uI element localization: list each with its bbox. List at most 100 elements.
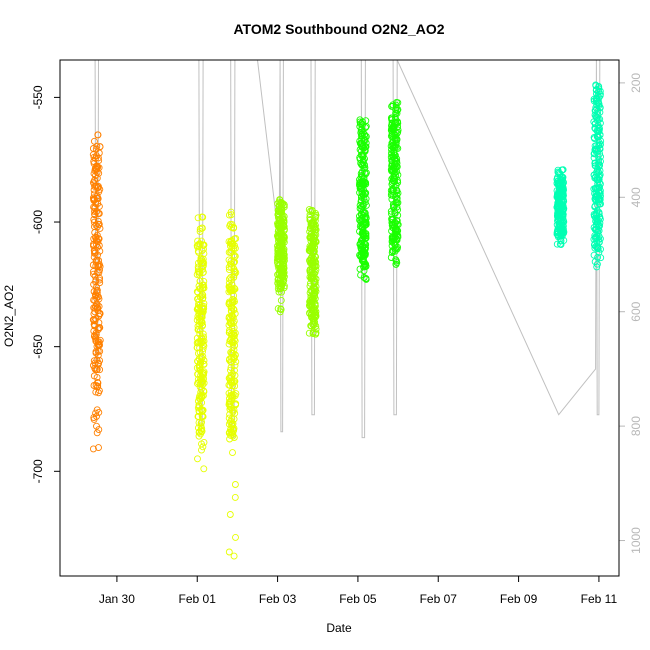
data-point (230, 235, 238, 243)
data-point (357, 243, 365, 251)
data-point (225, 548, 233, 556)
data-point (232, 400, 240, 408)
data-point (227, 257, 235, 265)
data-point (591, 195, 599, 203)
data-point (312, 322, 320, 330)
data-point (357, 271, 365, 279)
data-point (199, 213, 207, 221)
data-point (593, 145, 601, 153)
data-point (193, 364, 201, 372)
data-point (390, 142, 398, 150)
data-point (226, 511, 234, 518)
data-point (356, 201, 364, 209)
data-point (357, 193, 365, 201)
data-point (312, 310, 320, 318)
data-point (306, 257, 313, 264)
data-point (310, 249, 318, 257)
data-point (93, 422, 100, 430)
data-point (227, 260, 234, 268)
data-point (393, 186, 400, 194)
data-point (557, 214, 565, 222)
data-point (592, 210, 600, 218)
data-point (274, 245, 282, 253)
data-point (389, 247, 397, 255)
data-point (230, 434, 238, 441)
data-point (593, 165, 601, 173)
data-point (279, 279, 287, 287)
data-point (198, 224, 206, 232)
data-point (195, 419, 203, 427)
data-point (591, 159, 599, 167)
data-point (591, 240, 599, 248)
data-point (90, 288, 98, 295)
data-point (195, 304, 203, 312)
data-point (596, 119, 604, 127)
data-point (200, 342, 208, 350)
data-point (357, 173, 365, 181)
data-point (277, 296, 285, 304)
data-point (592, 95, 600, 103)
data-point (595, 124, 603, 132)
data-point (227, 238, 235, 246)
data-point (276, 285, 284, 293)
data-point (390, 125, 398, 133)
data-point (231, 244, 239, 252)
data-point (389, 101, 397, 109)
data-point (390, 224, 398, 232)
data-point (591, 124, 599, 132)
data-point (394, 199, 402, 207)
data-point (226, 220, 234, 228)
data-point (94, 184, 102, 191)
data-point (200, 284, 208, 292)
data-point (89, 151, 97, 159)
data-point (390, 151, 398, 159)
data-point (358, 205, 366, 213)
data-point (593, 207, 601, 214)
data-point (596, 219, 604, 227)
data-point (94, 351, 102, 359)
data-point (198, 258, 206, 266)
data-point (276, 265, 284, 272)
data-point (197, 385, 205, 393)
data-point (362, 232, 370, 240)
x-tick-label: Feb 11 (581, 592, 618, 606)
data-point (90, 296, 98, 304)
data-point (90, 186, 98, 194)
data-point (362, 262, 370, 270)
data-point (559, 183, 567, 191)
data-point (94, 304, 101, 311)
data-point (394, 106, 402, 114)
data-point (93, 300, 101, 308)
data-point (362, 275, 370, 283)
data-point (91, 207, 98, 215)
data-point (557, 181, 565, 188)
data-point (230, 273, 238, 281)
data-point (555, 179, 563, 186)
data-point (391, 234, 399, 242)
data-point (390, 177, 397, 185)
data-point (274, 247, 282, 255)
x-tick-label: Jan 30 (99, 592, 135, 606)
data-point (226, 405, 234, 413)
data-point (387, 254, 395, 261)
data-point (227, 223, 235, 231)
data-point (96, 266, 104, 274)
data-point (93, 412, 100, 420)
data-point (198, 304, 206, 312)
data-point (198, 392, 206, 400)
data-point (278, 234, 286, 242)
data-point (558, 204, 566, 212)
data-point (94, 307, 102, 315)
data-point (309, 249, 317, 257)
data-point (196, 293, 204, 301)
data-point (225, 414, 233, 422)
data-point (200, 241, 208, 249)
data-point (392, 256, 400, 264)
data-point (592, 233, 600, 241)
data-point (277, 284, 285, 292)
data-point (358, 257, 366, 265)
data-point (93, 286, 101, 294)
data-point (388, 130, 396, 137)
data-point (200, 250, 208, 258)
